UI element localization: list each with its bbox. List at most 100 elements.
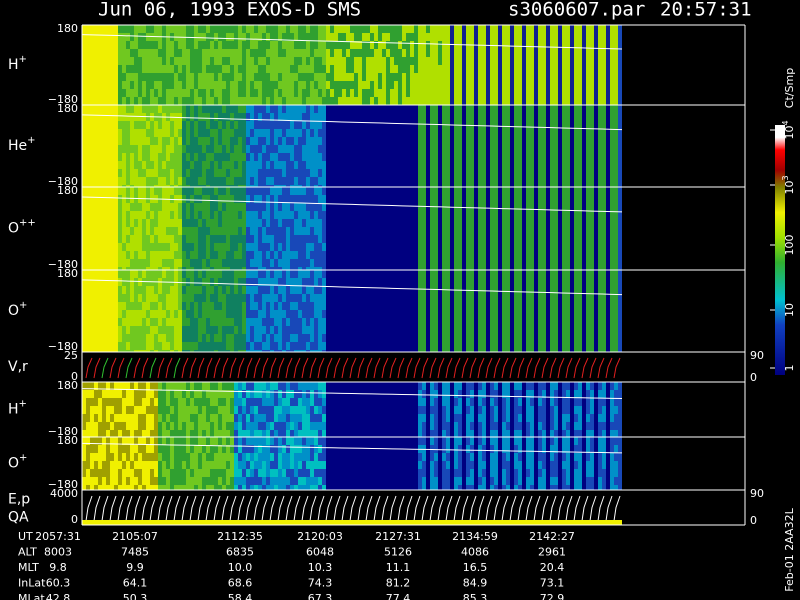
spectrogram-cell — [270, 129, 274, 137]
spectrogram-cell — [154, 89, 158, 97]
spectrogram-cell — [222, 137, 226, 145]
spectrogram-cell — [378, 65, 382, 73]
spectrogram-cell — [386, 259, 390, 267]
spectrogram-cell — [318, 259, 322, 267]
spectrogram-cell — [574, 235, 578, 243]
spectrogram-cell — [306, 270, 310, 278]
spectrogram-cell — [382, 25, 386, 33]
spectrogram-cell — [86, 177, 90, 185]
spectrogram-cell — [186, 177, 190, 185]
spectrogram-cell — [222, 185, 226, 187]
spectrogram-cell — [282, 219, 286, 227]
spectrogram-cell — [106, 219, 110, 227]
spectrogram-cell — [262, 270, 266, 278]
spectrogram-cell — [154, 73, 158, 81]
spectrogram-cell — [110, 350, 114, 352]
spectrogram-cell — [238, 129, 242, 137]
spectrogram-cell — [606, 187, 610, 195]
spectrogram-cell — [410, 57, 414, 65]
spectrogram-cell — [350, 137, 354, 145]
spectrogram-cell — [90, 302, 94, 310]
spectrogram-cell — [618, 33, 622, 41]
spectrogram-cell — [106, 185, 110, 187]
spectrogram-cell — [402, 185, 406, 187]
spectrogram-cell — [386, 129, 390, 137]
spectrogram-cell — [158, 350, 162, 352]
spectrogram-cell — [318, 267, 322, 270]
spectrogram-cell — [602, 211, 606, 219]
spectrogram-cell — [610, 243, 614, 251]
spectrogram-cell — [494, 145, 498, 153]
spectrogram-cell — [234, 267, 238, 270]
spectrogram-cell — [106, 177, 110, 185]
spectrogram-cell — [146, 243, 150, 251]
spectrogram-cell — [186, 169, 190, 177]
spectrogram-cell — [150, 294, 154, 302]
spectrogram-cell — [126, 350, 130, 352]
spectrogram-cell — [526, 259, 530, 267]
spectrogram-cell — [150, 267, 154, 270]
spectrogram-cell — [514, 145, 518, 153]
spectrogram-cell — [474, 259, 478, 267]
spectrogram-cell — [142, 219, 146, 227]
spectrogram-cell — [234, 227, 238, 235]
spectrogram-cell — [150, 203, 154, 211]
spectrogram-cell — [362, 211, 366, 219]
spectrogram-cell — [510, 137, 514, 145]
spectrogram-cell — [162, 25, 166, 33]
spectrogram-cell — [294, 73, 298, 81]
spectrogram-cell — [410, 49, 414, 57]
spectrogram-cell — [174, 153, 178, 161]
spectrogram-cell — [562, 161, 566, 169]
spectrogram-cell — [258, 97, 262, 105]
spectrogram-cell — [86, 318, 90, 326]
spectrogram-cell — [278, 129, 282, 137]
spectrogram-cell — [534, 121, 538, 129]
spectrogram-cell — [238, 121, 242, 129]
spectrogram-cell — [82, 259, 86, 267]
spectrogram-cell — [402, 227, 406, 235]
spectrogram-cell — [274, 33, 278, 41]
spectrogram-cell — [146, 235, 150, 243]
spectrogram-cell — [430, 161, 434, 169]
spectrogram-cell — [390, 41, 394, 49]
spectrogram-cell — [566, 195, 570, 203]
spectrogram-cell — [514, 259, 518, 267]
spectrogram-cell — [366, 41, 370, 49]
spectrogram-cell — [86, 145, 90, 153]
spectrogram-cell — [418, 89, 422, 97]
spectrogram-cell — [162, 251, 166, 259]
spectrogram-cell — [378, 105, 382, 113]
spectrogram-cell — [130, 169, 134, 177]
spectrogram-cell — [582, 235, 586, 243]
spectrogram-cell — [390, 219, 394, 227]
spectrogram-cell — [454, 81, 458, 89]
spectrogram-cell — [334, 153, 338, 161]
spectrogram-cell — [246, 97, 250, 105]
spectrogram-cell — [606, 33, 610, 41]
spectrogram-cell — [422, 243, 426, 251]
spectrogram-cell — [166, 294, 170, 302]
spectrogram-cell — [242, 251, 246, 259]
spectrogram-cell — [162, 65, 166, 73]
spectrogram-cell — [366, 105, 370, 113]
spectrogram-cell — [586, 145, 590, 153]
spectrogram-cell — [250, 302, 254, 310]
spectrogram-cell — [190, 267, 194, 270]
spectrogram-cell — [86, 235, 90, 243]
spectrogram-cell — [194, 113, 198, 121]
spectrogram-cell — [106, 235, 110, 243]
spectrogram-cell — [86, 278, 90, 286]
spectrogram-cell — [534, 243, 538, 251]
spectrogram-cell — [330, 97, 334, 105]
spectrogram-cell — [402, 153, 406, 161]
spectrogram-cell — [490, 187, 494, 195]
spectrogram-cell — [610, 227, 614, 235]
spectrogram-cell — [166, 185, 170, 187]
spectrogram-cell — [138, 278, 142, 286]
spectrogram-cell — [302, 73, 306, 81]
spectrogram-cell — [170, 161, 174, 169]
spectrogram-cell — [178, 270, 182, 278]
spectrogram-cell — [230, 251, 234, 259]
spectrogram-cell — [282, 203, 286, 211]
